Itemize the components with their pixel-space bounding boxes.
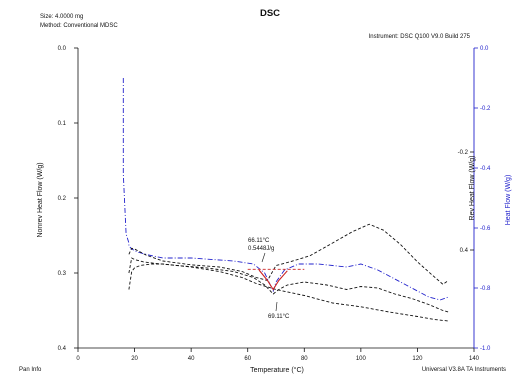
right-tick-label: -0.8 (480, 286, 491, 292)
x-tick-label: 140 (469, 356, 480, 362)
right-tick-label: 0.0 (480, 46, 489, 52)
sample-size: Size: 4.0000 mg (40, 14, 83, 20)
footer-right: Universal V3.8A TA Instruments (422, 367, 506, 373)
left-ticks: 0.0 0.1 0.2 0.3 0.4 (58, 46, 78, 352)
peak-leader-line (261, 252, 266, 263)
left-tick-label: 0.1 (58, 121, 67, 127)
footer-left: Pan Info (19, 367, 42, 373)
y-left-label: Nonrev Heat Flow (W/g) (37, 162, 44, 237)
chart-title: DSC (260, 8, 280, 19)
mid-tick-label: -0.2 (458, 150, 469, 156)
mid-ticks: -0.2 0.4 (458, 150, 474, 254)
x-tick-label: 40 (188, 356, 195, 362)
method-label: Method: Conventional MDSC (40, 23, 118, 29)
right-tick-label: -0.2 (480, 106, 491, 112)
x-tick-label: 100 (356, 356, 367, 362)
right-tick-label: -0.4 (480, 166, 491, 172)
series-line-rev-heat-flow (128, 223, 449, 285)
peak-enthalpy-annotation: 0.5448J/g (248, 246, 274, 252)
x-tick-label: 0 (76, 356, 80, 362)
series-line-nonrev-heat-flow (128, 263, 449, 322)
x-axis-label: Temperature (°C) (250, 366, 304, 374)
min-leader-line (275, 301, 278, 312)
instrument-label: Instrument: DSC Q100 V9.0 Build 275 (369, 34, 471, 40)
x-tick-label: 60 (244, 356, 251, 362)
min-temp-annotation: 69.11°C (268, 314, 290, 320)
right-tick-label: -0.6 (480, 226, 491, 232)
mid-tick-label: 0.4 (460, 248, 469, 254)
x-tick-label: 20 (131, 356, 138, 362)
y-right-label: Heat Flow (W/g) (505, 175, 512, 226)
series-line-heat-flow (122, 78, 449, 301)
x-ticks: 0 20 40 60 80 100 120 140 (76, 348, 480, 362)
series-line-peak-fill (258, 269, 288, 291)
series-layer (122, 78, 449, 322)
left-tick-label: 0.4 (58, 346, 67, 352)
x-tick-label: 80 (301, 356, 308, 362)
left-tick-label: 0.0 (58, 46, 67, 52)
left-tick-label: 0.3 (58, 271, 67, 277)
x-tick-label: 120 (412, 356, 423, 362)
right-tick-label: -1.0 (480, 346, 491, 352)
y-mid-label: Rev Heat Flow (W/g) (469, 156, 476, 221)
series-line-total-lower (128, 257, 449, 313)
peak-temp-annotation: 66.11°C (248, 238, 270, 244)
right-ticks: 0.0 -0.2 -0.4 -0.6 -0.8 -1.0 (474, 46, 491, 352)
left-tick-label: 0.2 (58, 196, 67, 202)
